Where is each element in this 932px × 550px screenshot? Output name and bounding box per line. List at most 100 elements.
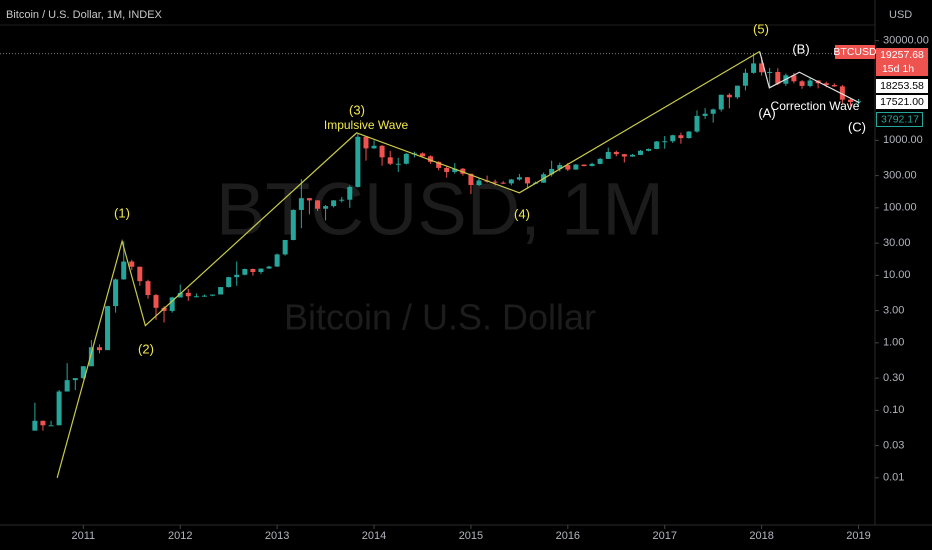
- candle-body: [654, 141, 660, 149]
- candle-body: [847, 99, 853, 102]
- wave-label: (2): [138, 341, 154, 356]
- candle-body: [508, 179, 514, 184]
- y-tick-label: 0.30: [883, 372, 904, 384]
- wave-line: [56, 50, 760, 478]
- candle-body: [242, 269, 248, 275]
- wave-label: (C): [848, 119, 866, 134]
- price-tag-text: 18253.58: [880, 80, 924, 92]
- candle-body: [234, 274, 240, 278]
- wave-label: (A): [758, 105, 775, 120]
- wave-label: (1): [114, 205, 130, 220]
- x-tick-label: 2018: [749, 530, 773, 542]
- candle-body: [524, 177, 530, 184]
- candle-body: [670, 135, 676, 142]
- candle-body: [32, 420, 38, 431]
- watermark-subtitle: Bitcoin / U.S. Dollar: [284, 297, 596, 338]
- candle-body: [662, 141, 668, 143]
- x-tick-label: 2015: [459, 530, 483, 542]
- x-tick-label: 2019: [846, 530, 870, 542]
- candle-body: [597, 158, 603, 164]
- candle-body: [209, 294, 216, 296]
- candle-body: [742, 72, 748, 86]
- candle-body: [589, 163, 595, 167]
- candle-body: [702, 113, 708, 116]
- wave-label: (3): [349, 102, 365, 117]
- x-tick-label: 2014: [362, 530, 386, 542]
- candle-body: [169, 297, 175, 311]
- candle-body: [734, 85, 740, 98]
- last-price-tag: [876, 48, 928, 76]
- y-tick-label: 0.01: [883, 472, 904, 484]
- candle-body: [113, 279, 119, 307]
- x-tick-label: 2013: [265, 530, 289, 542]
- candle-body: [799, 81, 805, 86]
- y-tick-label: 300.00: [883, 170, 917, 182]
- wave-label: Impulsive Wave: [324, 118, 409, 132]
- wave-label: Correction Wave: [771, 99, 860, 113]
- candle-body: [331, 200, 337, 207]
- candle-body: [549, 168, 555, 175]
- candle-body: [476, 180, 482, 185]
- candle-body: [193, 296, 199, 298]
- symbol-tag: [835, 45, 875, 59]
- candle-body: [145, 281, 151, 296]
- candle-body: [290, 209, 296, 240]
- candle-body: [185, 292, 191, 297]
- candle-body: [452, 168, 458, 172]
- candle-body: [88, 347, 94, 367]
- candle-body: [56, 391, 62, 426]
- candle-body: [694, 115, 700, 132]
- wave-label: (5): [753, 21, 769, 36]
- candle-body: [403, 153, 409, 164]
- candle-body: [751, 63, 757, 73]
- price-tag: [876, 79, 928, 93]
- x-tick-label: 2017: [652, 530, 676, 542]
- y-tick-label: 30000.00: [883, 35, 929, 47]
- candle-body: [347, 186, 353, 200]
- candle-body: [218, 287, 224, 295]
- candle-body: [646, 148, 652, 151]
- candle-body: [339, 199, 345, 201]
- candle-body: [226, 277, 232, 288]
- x-tick-label: 2012: [168, 530, 192, 542]
- candle-body: [371, 145, 377, 149]
- candle-body: [629, 154, 635, 157]
- wave-line: [759, 51, 860, 104]
- candle-body: [565, 165, 571, 170]
- x-tick-label: 2011: [72, 530, 96, 542]
- plot-area: [0, 50, 875, 478]
- candle-body: [492, 181, 498, 183]
- candle-body: [573, 164, 579, 170]
- candle-body: [161, 307, 167, 311]
- candle-body: [153, 295, 159, 308]
- candle-body: [80, 366, 86, 379]
- candle-body: [775, 71, 781, 84]
- y-tick-label: 10.00: [883, 269, 911, 281]
- candle-body: [129, 261, 135, 267]
- candle-body: [306, 198, 312, 201]
- watermark: BTCUSD, 1M: [216, 168, 664, 251]
- candle-body: [72, 378, 78, 381]
- candle-body: [686, 131, 692, 139]
- price-tag-text: 17521.00: [880, 96, 924, 108]
- price-tag: [876, 95, 928, 109]
- candle-body: [444, 167, 450, 172]
- candle-body: [298, 198, 304, 210]
- candle-body: [605, 151, 611, 159]
- candle-body: [831, 85, 837, 87]
- candle-body: [97, 347, 103, 351]
- candle-body: [105, 306, 111, 351]
- candle-body: [500, 182, 506, 184]
- candle-body: [379, 145, 385, 158]
- candle-body: [121, 261, 127, 280]
- y-tick-label: 0.03: [883, 440, 904, 452]
- candle-body: [419, 153, 425, 157]
- candle-body: [807, 80, 813, 86]
- price-tag-text: 3792.17: [881, 113, 919, 125]
- y-tick-label: 100.00: [883, 202, 917, 214]
- candle-body: [355, 136, 361, 187]
- candle-body: [557, 165, 563, 169]
- candle-body: [468, 173, 474, 185]
- candle-body: [428, 156, 434, 162]
